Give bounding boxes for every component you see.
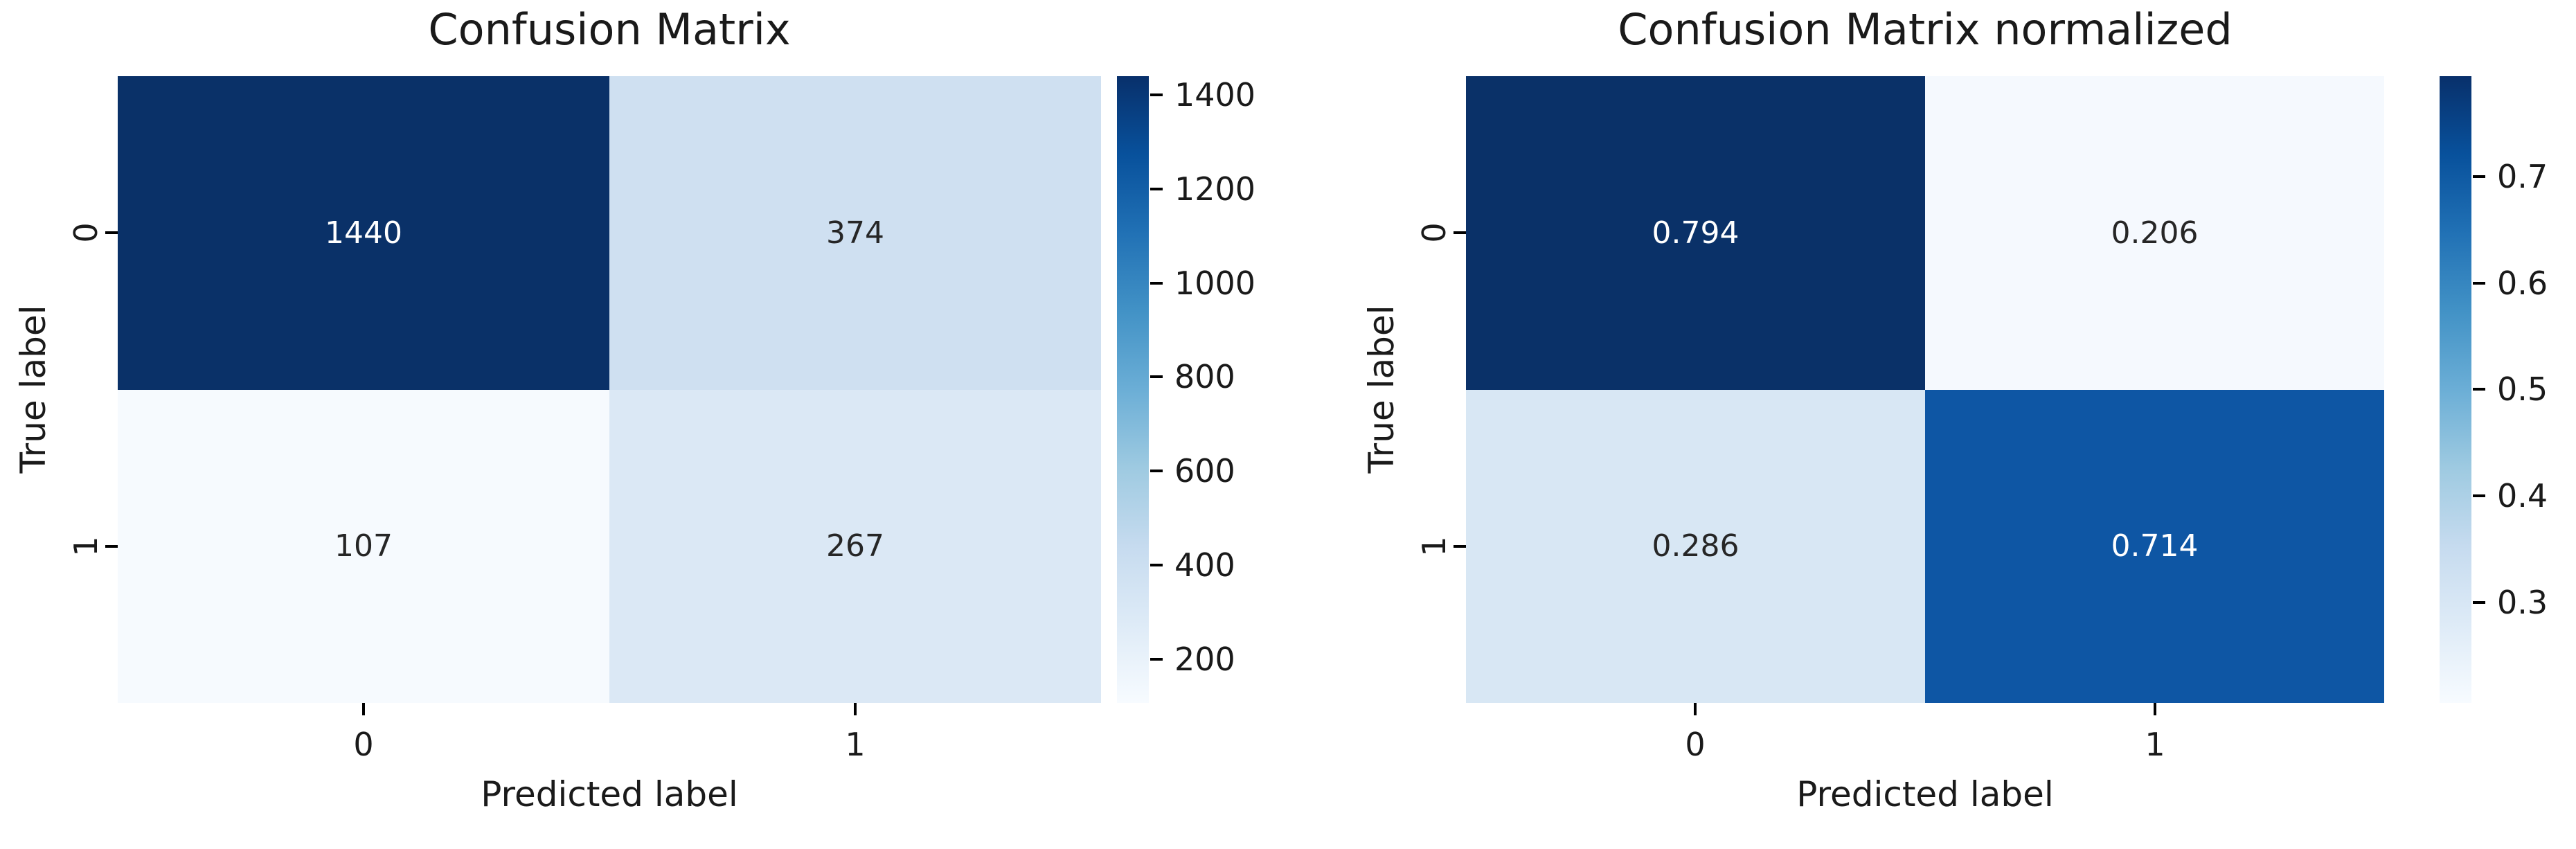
colorbar-tickmark (1150, 564, 1163, 566)
colorbar-tickmark (1150, 375, 1163, 378)
right-yaxis-label: True label (1361, 305, 1402, 474)
left-xaxis-label: Predicted label (481, 774, 738, 814)
x-tickmark (2154, 703, 2156, 715)
colorbar-tick-label: 0.4 (2497, 477, 2548, 515)
colorbar-tick-label: 600 (1174, 452, 1235, 490)
colorbar-tickmark (1150, 282, 1163, 285)
cell-annotation: 1440 (325, 215, 402, 251)
cell-annotation: 0.206 (2111, 215, 2199, 251)
colorbar-tickmark (1150, 93, 1163, 96)
x-tick-label-1: 1 (2145, 726, 2165, 763)
y-tick-label-1: 1 (1415, 536, 1453, 557)
left-heatmap-cell-r0c0: 1440 (118, 76, 609, 390)
y-tickmark (1454, 545, 1466, 548)
left-colorbar (1117, 76, 1149, 703)
colorbar-tick-label: 0.5 (2497, 370, 2548, 408)
colorbar-tickmark (1150, 658, 1163, 661)
colorbar-tickmark (1150, 470, 1163, 472)
colorbar-tick-label: 0.6 (2497, 265, 2548, 302)
right-heatmap-cell-r0c1: 0.206 (1925, 76, 2384, 390)
x-tick-label-0: 0 (353, 726, 374, 763)
right-heatmap-cell-r1c0: 0.286 (1466, 389, 1925, 703)
left-heatmap-axes: 1440 374 107 267 (118, 76, 1101, 703)
left-heatmap-cell-r1c1: 267 (609, 389, 1101, 703)
cell-annotation: 107 (334, 528, 393, 564)
colorbar-tickmark (2473, 601, 2485, 604)
left-yaxis-label: True label (13, 305, 53, 474)
colorbar-tick-label: 400 (1174, 546, 1235, 584)
left-heatmap-cell-r0c1: 374 (609, 76, 1101, 390)
cell-annotation: 374 (826, 215, 884, 251)
colorbar-tick-label: 1200 (1174, 170, 1256, 208)
y-tick-label-0: 0 (1415, 222, 1453, 243)
left-heatmap-cell-r1c0: 107 (118, 389, 609, 703)
right-heatmap-cell-r0c0: 0.794 (1466, 76, 1925, 390)
colorbar-tickmark (2473, 388, 2485, 391)
x-tickmark (854, 703, 857, 715)
colorbar-tick-label: 1000 (1174, 265, 1256, 302)
cell-annotation: 0.714 (2111, 528, 2199, 564)
y-tickmark (1454, 231, 1466, 234)
colorbar-tickmark (1150, 188, 1163, 190)
colorbar-tick-label: 0.3 (2497, 584, 2548, 621)
x-tickmark (362, 703, 365, 715)
colorbar-tick-label: 1400 (1174, 76, 1256, 114)
right-plot-title: Confusion Matrix normalized (1618, 4, 2233, 55)
y-tickmark (105, 231, 118, 234)
cell-annotation: 267 (826, 528, 884, 564)
cell-annotation: 0.286 (1652, 528, 1739, 564)
x-tickmark (1694, 703, 1697, 715)
y-tick-label-0: 0 (67, 222, 105, 243)
cell-annotation: 0.794 (1652, 215, 1739, 251)
colorbar-tick-label: 0.7 (2497, 158, 2548, 195)
x-tick-label-1: 1 (845, 726, 866, 763)
right-heatmap-axes: 0.794 0.206 0.286 0.714 (1466, 76, 2384, 703)
y-tick-label-1: 1 (67, 536, 105, 557)
x-tick-label-0: 0 (1685, 726, 1706, 763)
right-colorbar (2440, 76, 2471, 703)
colorbar-tickmark (2473, 175, 2485, 178)
colorbar-tick-label: 800 (1174, 358, 1235, 395)
right-xaxis-label: Predicted label (1796, 774, 2054, 814)
colorbar-tickmark (2473, 494, 2485, 497)
colorbar-tickmark (2473, 282, 2485, 285)
colorbar-tick-label: 200 (1174, 641, 1235, 678)
y-tickmark (105, 545, 118, 548)
right-heatmap-cell-r1c1: 0.714 (1925, 389, 2384, 703)
left-plot-title: Confusion Matrix (428, 4, 791, 55)
